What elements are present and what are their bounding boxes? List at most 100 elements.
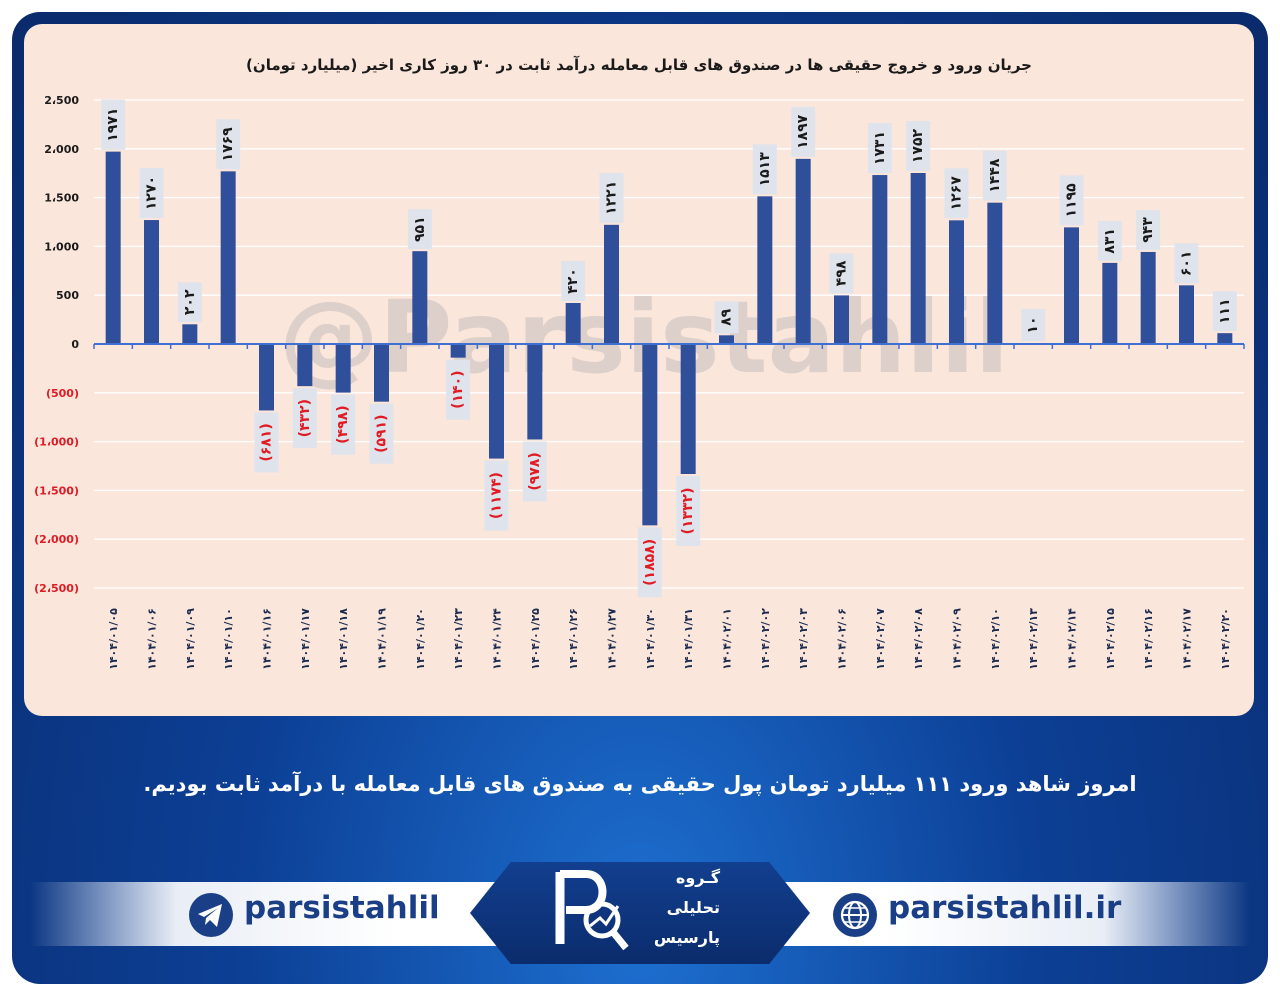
data-label-box [522, 441, 547, 502]
y-tick-label: (2،500) [34, 582, 79, 595]
x-tick-label: ۱۴۰۴/۰۱/۱۷ [299, 608, 312, 670]
bar [182, 324, 198, 344]
bar [144, 220, 159, 344]
data-label: (۱۴۰) [450, 370, 466, 408]
data-label-box [254, 412, 279, 473]
y-tick-label: (1،000) [34, 436, 79, 449]
data-label: (۴۹۸) [335, 405, 351, 443]
x-tick-label: ۱۴۰۴/۰۲/۱۶ [1142, 608, 1155, 670]
data-label: ۱۲۲۱ [604, 181, 620, 215]
globe-icon[interactable] [832, 892, 878, 942]
chart-title: جریان ورود و خروج حقیقی ها در صندوق های … [246, 56, 1032, 74]
x-tick-label: ۱۴۰۴/۰۱/۲۵ [529, 608, 542, 670]
x-tick-label: ۱۴۰۴/۰۲/۰۱ [721, 608, 734, 670]
data-label-box [1059, 175, 1084, 226]
x-tick-label: ۱۴۰۴/۰۱/۰۹ [184, 608, 197, 670]
x-tick-label: ۱۴۰۴/۰۱/۱۶ [261, 608, 274, 670]
data-label: (۱۱۷۴) [489, 472, 505, 519]
website-link[interactable]: parsistahlil.ir [888, 890, 1122, 926]
data-label-box [599, 172, 624, 223]
x-tick-label: ۱۴۰۴/۰۲/۰۹ [951, 608, 964, 670]
logo-text-line-2: تحلیلی [666, 898, 720, 917]
data-label-box [676, 476, 701, 547]
bar [1064, 227, 1079, 344]
bar [450, 344, 466, 358]
data-label: ۱۴۴۸ [987, 158, 1003, 193]
bar [335, 344, 351, 393]
x-tick-label: ۱۴۰۴/۰۱/۲۰ [414, 608, 427, 670]
bar [642, 344, 658, 526]
data-label: (۵۹۱) [374, 414, 390, 452]
x-tick-label: ۱۴۰۴/۰۱/۱۹ [376, 608, 389, 670]
bar [1179, 285, 1194, 344]
bar [527, 344, 543, 440]
bar [680, 344, 696, 475]
bar [105, 151, 121, 344]
data-label-box [331, 394, 356, 455]
data-label: ۱۲۷۰ [144, 176, 160, 210]
data-label-box [752, 144, 777, 195]
data-label-box [484, 460, 509, 531]
data-label: ۱۱۹۵ [1064, 183, 1080, 218]
x-tick-label: ۱۴۰۴/۰۱/۰۶ [146, 608, 159, 670]
x-tick-label: ۱۴۰۴/۰۱/۳۱ [682, 608, 695, 670]
data-label-box [906, 121, 931, 172]
logo-badge [470, 862, 810, 964]
bar [374, 344, 389, 402]
bar-chart: جریان ورود و خروج حقیقی ها در صندوق های … [34, 56, 1245, 670]
bar [757, 196, 773, 344]
x-tick-label: ۱۴۰۴/۰۱/۳۰ [644, 608, 657, 670]
data-label: ۴۲۰ [565, 268, 581, 294]
x-tick-label: ۱۴۰۴/۰۱/۱۸ [337, 608, 350, 670]
y-tick-label: 1،500 [44, 192, 79, 205]
bar [220, 171, 236, 344]
bar [259, 344, 274, 411]
y-tick-label: (2،000) [34, 533, 79, 546]
data-label: (۱۸۵۸) [642, 539, 658, 586]
data-label: ۹۴۳ [1140, 217, 1156, 243]
data-label: (۶۸۱) [259, 423, 275, 461]
y-tick-label: 1،000 [44, 240, 79, 253]
x-tick-label: ۱۴۰۴/۰۱/۲۴ [491, 608, 504, 670]
x-tick-label: ۱۴۰۴/۰۲/۱۵ [1104, 608, 1117, 670]
y-tick-label: 2،500 [44, 94, 79, 107]
data-label-box [1097, 220, 1122, 261]
data-label: ۱۷۳۱ [872, 131, 888, 165]
parsis-logo-mark [552, 866, 632, 960]
bar [604, 224, 619, 344]
data-label-box [177, 282, 202, 323]
data-label: ۴۹۸ [834, 260, 850, 286]
bar [834, 295, 849, 344]
data-label-box [791, 106, 816, 157]
data-label: ۱۷۶۹ [220, 127, 236, 162]
x-tick-label: ۱۴۰۴/۰۲/۱۰ [989, 608, 1002, 670]
bar [872, 175, 888, 344]
bar [949, 220, 964, 344]
telegram-icon[interactable] [188, 892, 234, 942]
data-label: ۸۹ [719, 308, 735, 326]
data-label-box [407, 209, 432, 250]
caption-text: امروز شاهد ورود ۱۱۱ میلیارد تومان پول حق… [143, 772, 1137, 796]
bar [297, 344, 313, 387]
bar [489, 344, 504, 459]
data-label: ۸۳۱ [1102, 228, 1118, 254]
data-label-box [1021, 309, 1046, 342]
data-label: ۲۰۲ [182, 289, 198, 315]
data-label: ۱۵۱۳ [757, 152, 773, 187]
data-label-box [446, 359, 471, 420]
logo-text-line-3: پارسیس [653, 928, 720, 947]
y-tick-label: (500) [46, 387, 79, 400]
data-label-box [637, 527, 662, 598]
data-label: ۱۹۷۱ [105, 108, 121, 142]
data-label-box [982, 150, 1007, 201]
bar [1102, 262, 1118, 344]
telegram-handle[interactable]: parsistahlil [244, 890, 440, 926]
data-label-box [561, 261, 586, 302]
data-label: (۴۳۲) [297, 399, 313, 437]
data-label-box [216, 119, 241, 170]
data-label-box [101, 99, 126, 150]
x-tick-label: ۱۴۰۴/۰۲/۱۴ [1066, 608, 1079, 670]
bar [412, 251, 428, 344]
y-tick-label: 0 [71, 338, 79, 351]
bar [1140, 251, 1156, 344]
